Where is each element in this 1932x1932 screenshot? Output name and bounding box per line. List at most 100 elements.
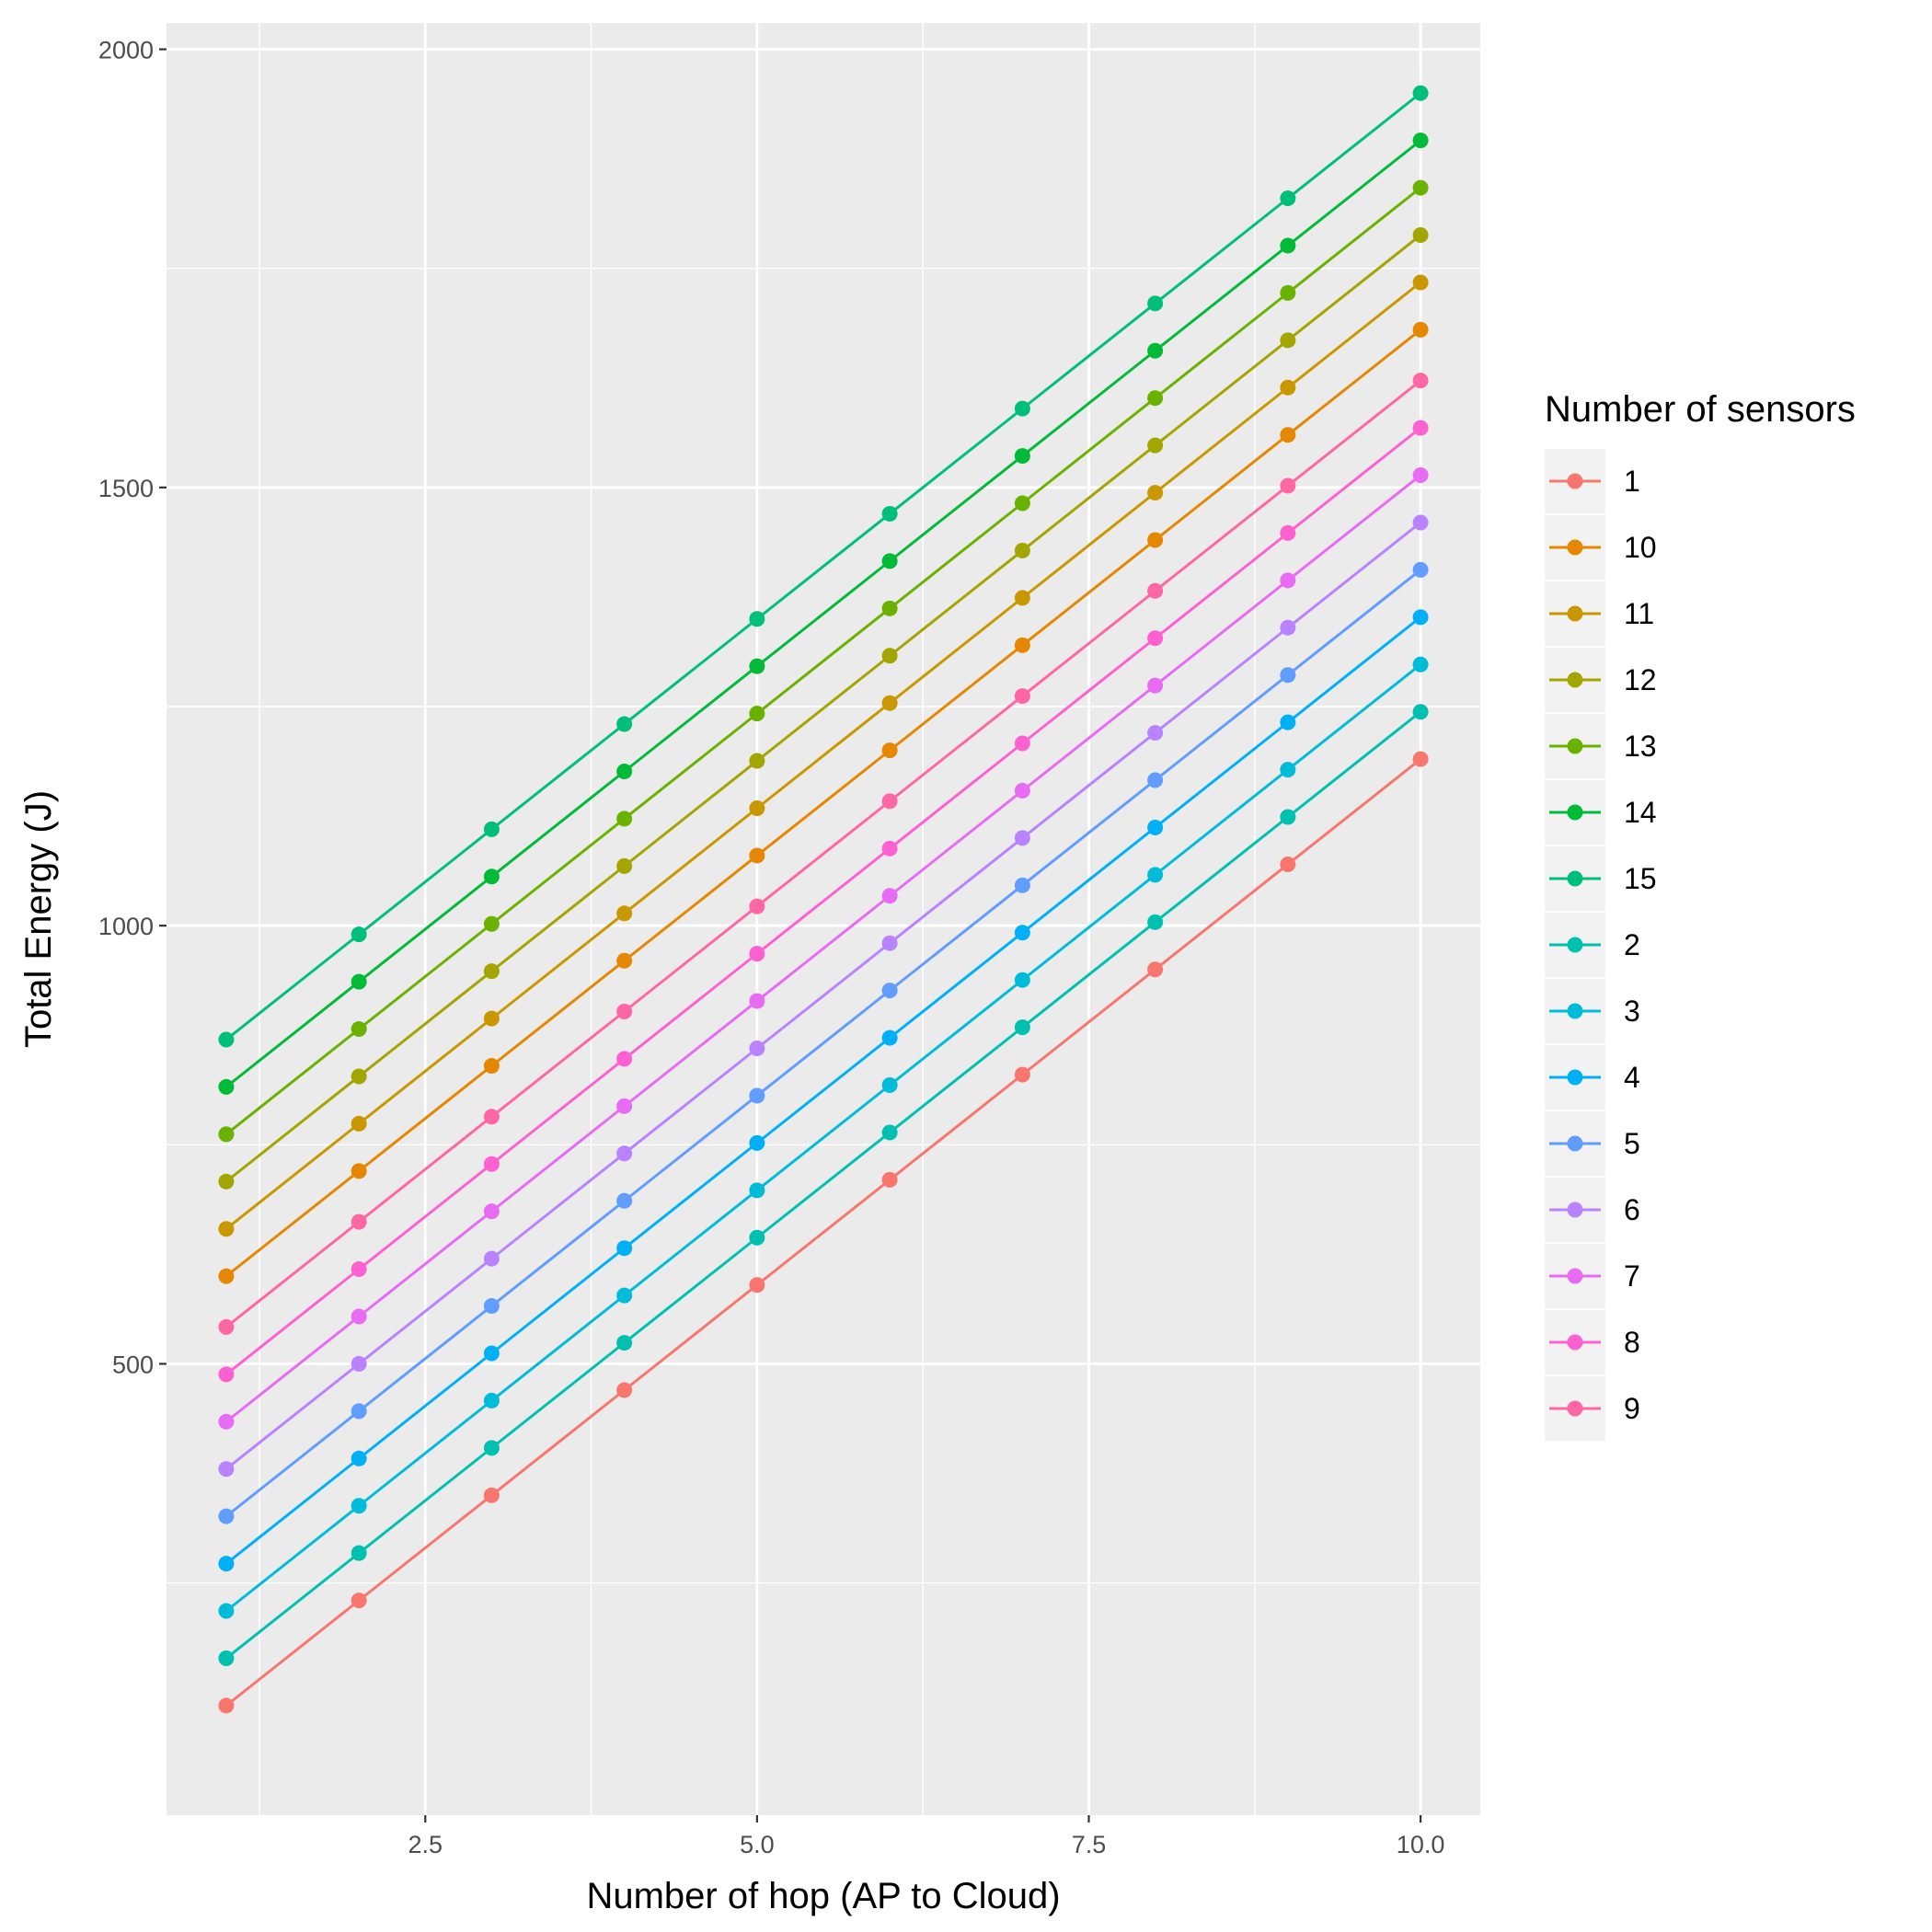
data-point xyxy=(1412,179,1429,196)
data-point xyxy=(749,753,765,769)
legend-item-7: 7 xyxy=(1545,1244,1640,1308)
series-line-10 xyxy=(224,328,1422,1278)
y-axis-title: Total Energy (J) xyxy=(18,790,59,1048)
series-9 xyxy=(218,373,1429,1335)
legend-label: 2 xyxy=(1624,928,1640,961)
data-point xyxy=(1280,619,1296,636)
data-point xyxy=(351,1545,367,1561)
data-point xyxy=(616,1003,633,1019)
data-point xyxy=(749,946,765,962)
series-6 xyxy=(218,514,1429,1478)
data-point xyxy=(1014,590,1030,606)
legend-item-15: 15 xyxy=(1545,846,1657,911)
legend-label: 8 xyxy=(1624,1326,1640,1359)
data-point xyxy=(616,1145,633,1162)
data-point xyxy=(483,1440,500,1456)
legend-key-point xyxy=(1567,1268,1583,1284)
data-point xyxy=(881,1077,898,1094)
x-axis-title: Number of hop (AP to Cloud) xyxy=(586,1876,1060,1916)
data-point xyxy=(1014,830,1030,846)
data-point xyxy=(1147,819,1164,835)
legend-label: 13 xyxy=(1624,730,1657,763)
legend-key-point xyxy=(1567,539,1583,556)
legend-item-9: 9 xyxy=(1545,1376,1640,1441)
major-gridlines xyxy=(167,23,1480,1815)
legend-title: Number of sensors xyxy=(1545,389,1856,430)
data-point xyxy=(1280,332,1296,349)
legend-label: 7 xyxy=(1624,1259,1640,1293)
y-tick-label: 2000 xyxy=(98,37,154,64)
data-point xyxy=(1014,400,1030,417)
data-point xyxy=(483,1010,500,1027)
data-point xyxy=(1280,856,1296,872)
data-point xyxy=(483,1487,500,1503)
data-point xyxy=(881,505,898,522)
data-point xyxy=(1412,609,1429,626)
data-point xyxy=(351,1450,367,1466)
data-point xyxy=(351,1163,367,1179)
data-point xyxy=(218,1126,235,1143)
data-point xyxy=(218,1268,235,1284)
series-11 xyxy=(218,274,1429,1237)
data-point xyxy=(1147,295,1164,312)
legend-key-point xyxy=(1567,1202,1583,1218)
series-12 xyxy=(218,227,1429,1190)
data-point xyxy=(218,1508,235,1524)
data-point xyxy=(1147,677,1164,694)
legend-key-point xyxy=(1567,1003,1583,1019)
data-point xyxy=(749,658,765,674)
data-point xyxy=(881,742,898,759)
data-point xyxy=(483,1058,500,1075)
legend-item-8: 8 xyxy=(1545,1310,1640,1374)
data-point xyxy=(483,1203,500,1220)
data-point xyxy=(351,1068,367,1085)
legend-key-point xyxy=(1567,870,1583,887)
series-line-12 xyxy=(224,234,1422,1183)
data-point xyxy=(483,915,500,932)
data-point xyxy=(616,716,633,732)
x-tick-label: 10.0 xyxy=(1397,1831,1445,1858)
legend-item-12: 12 xyxy=(1545,648,1657,712)
data-point xyxy=(1412,514,1429,531)
data-point xyxy=(1147,437,1164,454)
data-point xyxy=(1412,561,1429,578)
legend-key-point xyxy=(1567,804,1583,821)
data-point xyxy=(1280,809,1296,825)
data-point xyxy=(1014,925,1030,941)
series-line-4 xyxy=(224,615,1422,1565)
data-point xyxy=(351,1403,367,1420)
data-point xyxy=(1280,284,1296,301)
data-point xyxy=(1014,735,1030,752)
data-point xyxy=(616,857,633,874)
data-point xyxy=(881,648,898,664)
data-point xyxy=(749,898,765,914)
series-15 xyxy=(218,85,1429,1048)
data-point xyxy=(1014,542,1030,558)
series-1 xyxy=(218,751,1429,1714)
legend-item-11: 11 xyxy=(1545,581,1654,646)
data-point xyxy=(881,1029,898,1046)
legend-key-point xyxy=(1567,1400,1583,1417)
series-layer xyxy=(218,85,1429,1714)
series-line-3 xyxy=(224,663,1422,1613)
data-point xyxy=(218,1461,235,1478)
data-point xyxy=(1280,762,1296,778)
data-point xyxy=(1280,237,1296,254)
data-point xyxy=(749,1134,765,1151)
series-line-6 xyxy=(224,521,1422,1470)
data-point xyxy=(483,963,500,980)
legend-item-14: 14 xyxy=(1545,780,1657,845)
series-line-2 xyxy=(224,710,1422,1660)
data-point xyxy=(1147,867,1164,883)
data-point xyxy=(351,1593,367,1609)
data-point xyxy=(1147,914,1164,930)
series-line-14 xyxy=(224,139,1422,1088)
data-point xyxy=(1147,961,1164,978)
data-point xyxy=(1014,1066,1030,1083)
data-point xyxy=(1280,667,1296,684)
series-8 xyxy=(218,420,1429,1383)
legend-item-4: 4 xyxy=(1545,1045,1640,1110)
data-point xyxy=(351,1498,367,1514)
data-point xyxy=(351,1115,367,1132)
data-point xyxy=(749,800,765,817)
